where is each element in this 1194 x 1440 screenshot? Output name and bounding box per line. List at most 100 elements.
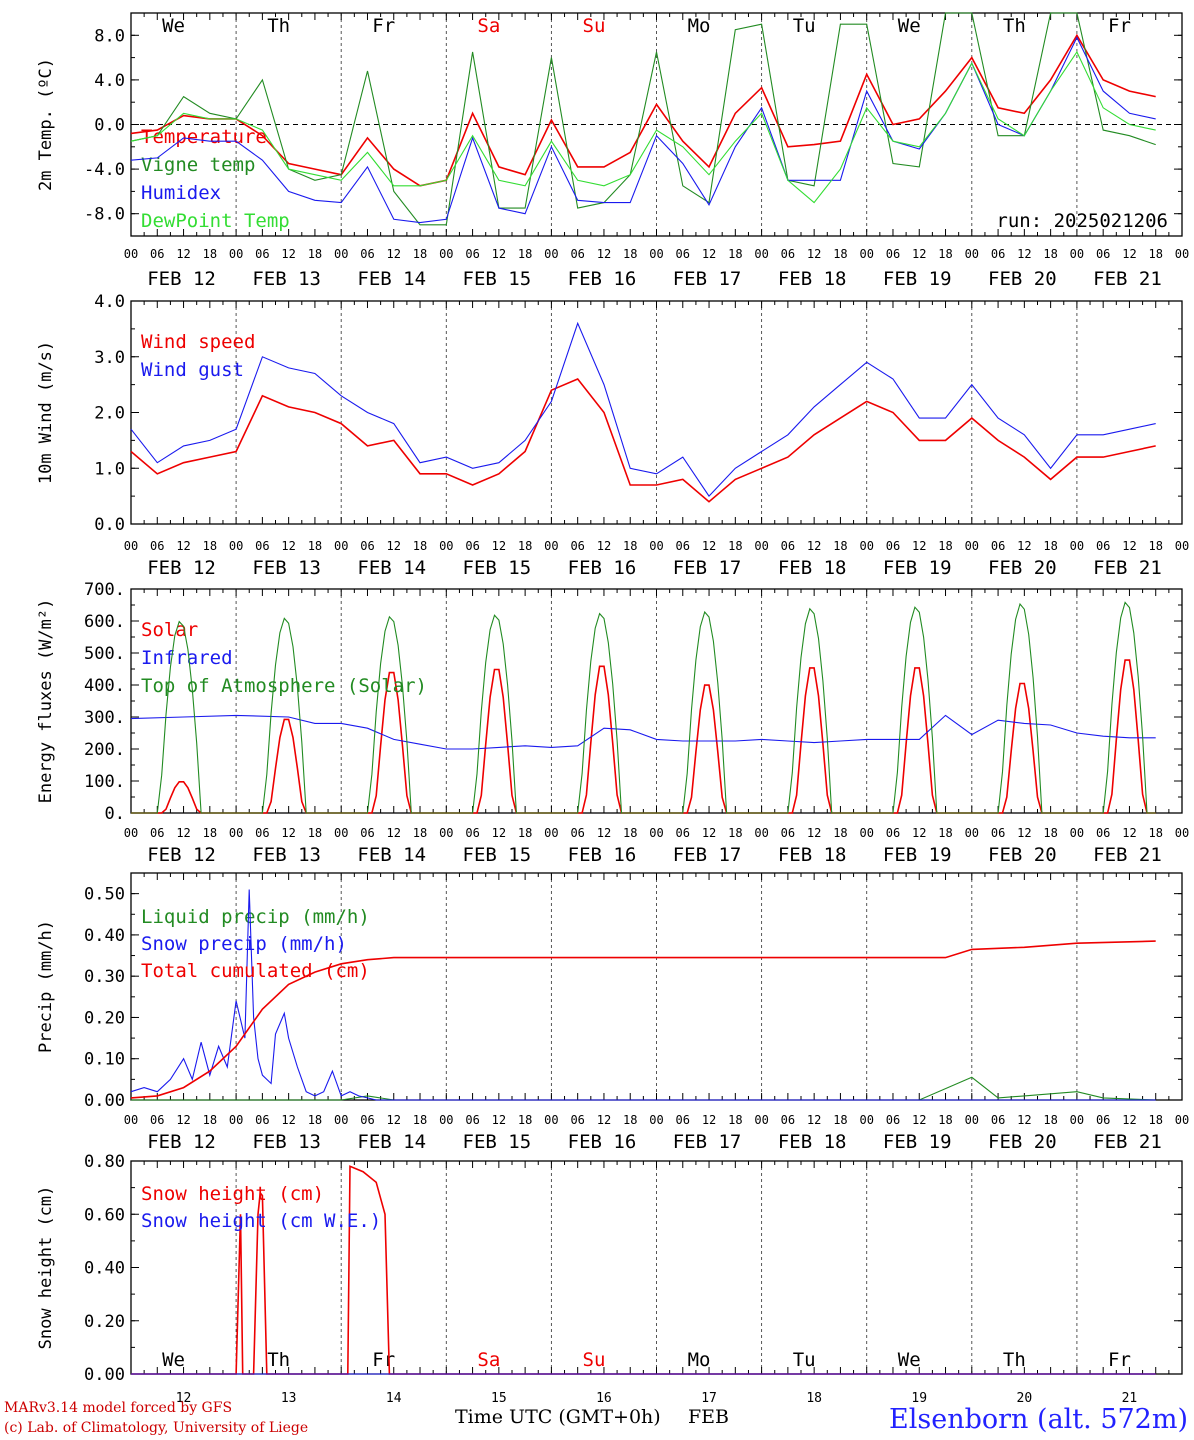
- x-hour-label: 12: [281, 539, 295, 553]
- chart-panel-4: 0.00 0.10 0.20 0.30 0.40 0.50 Precip (mm/h) 00 0…: [36, 872, 1189, 1153]
- y-axis-title: 2m Temp. (ºC): [36, 58, 56, 191]
- x-date-label: FEB 12: [147, 1131, 216, 1153]
- y-tick-label: 0.10: [84, 1050, 125, 1070]
- x-hour-label: 18: [1043, 539, 1057, 553]
- x-date-label: FEB 16: [568, 844, 637, 866]
- x-hour-label: 00: [124, 1113, 138, 1127]
- day-name-label: We: [898, 15, 921, 37]
- x-hour-label: 06: [150, 1113, 164, 1127]
- y-tick-label: 4.0: [94, 71, 125, 91]
- x-hour-label: 18: [1148, 826, 1162, 840]
- x-hour-label: 00: [544, 1113, 558, 1127]
- day-name-label: Fr: [1108, 15, 1131, 37]
- x-hour-label: 18: [728, 826, 742, 840]
- x-hour-label: 06: [676, 826, 690, 840]
- x-hour-label: 18: [1043, 247, 1057, 261]
- x-hour-label: 12: [702, 826, 716, 840]
- legend-entry: Wind gust: [141, 359, 244, 381]
- day-name-label: Mo: [688, 15, 711, 37]
- x-hour-label: 12: [1122, 1113, 1136, 1127]
- x-hour-label: 12: [492, 1113, 506, 1127]
- series-line-total-cumulated-cm: [130, 940, 1156, 1099]
- x-hour-label: 12: [1122, 826, 1136, 840]
- x-date-label: FEB 20: [988, 844, 1057, 866]
- y-tick-label: -8.0: [84, 205, 125, 225]
- x-hour-label: 06: [991, 539, 1005, 553]
- x-hour-label: 12: [387, 539, 401, 553]
- x-hour-label: 18: [518, 539, 532, 553]
- day-number-label: 16: [596, 1391, 612, 1406]
- x-hour-label: 00: [649, 826, 663, 840]
- x-date-label: FEB 15: [463, 557, 532, 579]
- x-hour-label: 18: [518, 826, 532, 840]
- x-hour-label: 06: [1096, 539, 1110, 553]
- x-hour-label: 18: [308, 247, 322, 261]
- x-hour-label: 00: [544, 247, 558, 261]
- x-hour-label: 06: [360, 826, 374, 840]
- x-hour-label: 00: [544, 539, 558, 553]
- x-hour-label: 12: [597, 1113, 611, 1127]
- legend-entry: Wind speed: [141, 331, 255, 353]
- x-hour-label: 12: [702, 1113, 716, 1127]
- y-tick-label: 500.: [84, 644, 125, 664]
- y-tick-label: 2.0: [94, 404, 125, 424]
- x-hour-label: 18: [1148, 247, 1162, 261]
- x-hour-label: 06: [781, 539, 795, 553]
- x-date-label: FEB 18: [778, 1131, 847, 1153]
- x-hour-label: 06: [360, 1113, 374, 1127]
- x-hour-label: 00: [439, 1113, 453, 1127]
- x-hour-label: 12: [807, 539, 821, 553]
- x-hour-label: 12: [281, 247, 295, 261]
- x-hour-label: 00: [754, 247, 768, 261]
- x-hour-label: 18: [833, 247, 847, 261]
- x-hour-label: 06: [676, 247, 690, 261]
- x-hour-label: 06: [150, 826, 164, 840]
- chart-panel-3: 0. 100. 200. 300. 400. 500. 600. 700. Energy flu…: [36, 580, 1189, 866]
- x-hour-label: 18: [833, 539, 847, 553]
- legend-entry: Snow precip (mm/h): [141, 933, 347, 955]
- day-number-label: 14: [386, 1391, 402, 1406]
- x-date-label: FEB 19: [883, 268, 952, 290]
- day-name-label: We: [162, 1349, 185, 1371]
- x-hour-label: 00: [859, 247, 873, 261]
- x-hour-label: 12: [1122, 247, 1136, 261]
- chart-panel-1: -8.0 -4.0 0.0 4.0 8.0 2m Temp. (ºC) 00 06 12 18 00…: [36, 12, 1189, 290]
- x-hour-label: 06: [1096, 1113, 1110, 1127]
- x-hour-label: 00: [124, 539, 138, 553]
- x-hour-label: 06: [886, 539, 900, 553]
- x-hour-label: 06: [886, 247, 900, 261]
- footer-credit-line: (c) Lab. of Climatology, University of L…: [4, 1420, 308, 1436]
- panels-layer: -8.0 -4.0 0.0 4.0 8.0 2m Temp. (ºC) 00 06 12 18 00…: [36, 12, 1189, 1406]
- y-axis-title: 10m Wind (m/s): [36, 341, 56, 484]
- x-hour-label: 00: [754, 826, 768, 840]
- x-hour-label: 18: [1043, 826, 1057, 840]
- x-date-label: FEB 20: [988, 268, 1057, 290]
- x-hour-label: 12: [912, 826, 926, 840]
- x-hour-label: 18: [833, 1113, 847, 1127]
- series-line-wind-gust: [130, 321, 1156, 497]
- x-hour-label: 18: [413, 826, 427, 840]
- x-date-label: FEB 15: [463, 268, 532, 290]
- x-hour-label: 00: [965, 826, 979, 840]
- x-hour-label: 12: [807, 247, 821, 261]
- x-hour-label: 06: [570, 247, 584, 261]
- y-tick-label: 1.0: [94, 459, 125, 479]
- x-hour-label: 06: [360, 539, 374, 553]
- x-date-label: FEB 13: [252, 844, 321, 866]
- day-name-label: Th: [267, 15, 290, 37]
- legend-entry: Snow height (cm): [141, 1183, 324, 1205]
- x-hour-label: 18: [728, 1113, 742, 1127]
- x-hour-label: 00: [1070, 1113, 1084, 1127]
- x-hour-label: 00: [965, 247, 979, 261]
- run-annotation: run: 2025021206: [996, 210, 1168, 232]
- x-date-label: FEB 21: [1093, 1131, 1162, 1153]
- x-hour-label: 12: [492, 247, 506, 261]
- x-hour-label: 00: [1175, 826, 1189, 840]
- x-date-label: FEB 12: [147, 268, 216, 290]
- day-number-label: 21: [1122, 1391, 1138, 1406]
- x-hour-label: 06: [255, 1113, 269, 1127]
- x-hour-label: 18: [1148, 539, 1162, 553]
- y-tick-label: 0.0: [94, 116, 125, 136]
- series-line-infrared: [130, 714, 1156, 750]
- day-number-label: 19: [911, 1391, 927, 1406]
